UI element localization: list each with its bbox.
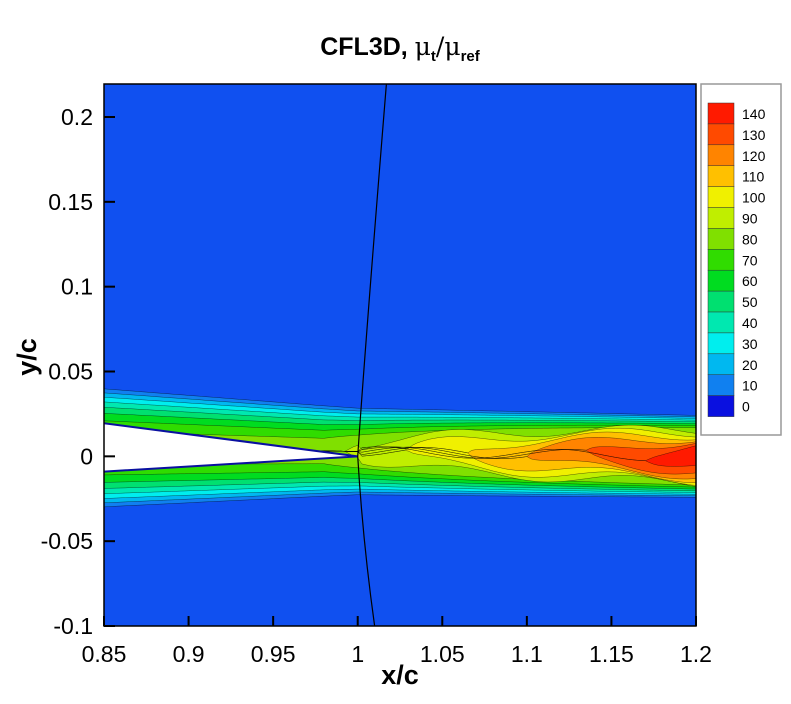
x-tick-label: 1.05	[420, 641, 465, 667]
legend-swatch-90	[707, 207, 735, 229]
x-tick-label: 1.15	[589, 641, 634, 667]
legend-swatch-100	[707, 186, 735, 208]
legend-label-60: 60	[742, 273, 758, 289]
y-tick-label: 0.1	[61, 274, 93, 300]
x-tick-label: 0.95	[251, 641, 296, 667]
y-tick-label: 0	[80, 443, 93, 469]
legend-label-110: 110	[742, 169, 765, 185]
legend-swatch-140	[707, 102, 735, 125]
chart-title: CFL3D, μt/μref	[320, 32, 481, 65]
legend-swatch-130	[707, 123, 735, 146]
y-tick-label: -0.05	[41, 528, 93, 554]
shock-line	[357, 84, 387, 626]
legend-swatch-110	[707, 165, 735, 187]
legend-swatch-10	[707, 374, 735, 396]
plot-frame	[103, 83, 697, 627]
y-tick-label: 0.2	[61, 104, 93, 130]
legend-swatch-120	[707, 144, 735, 167]
legend-swatch-30	[707, 332, 735, 355]
y-axis-label: y/c	[12, 338, 42, 376]
legend-label-130: 130	[742, 127, 766, 143]
x-axis-label: x/c	[381, 660, 419, 690]
y-tick-label: -0.1	[53, 613, 93, 639]
legend-label-30: 30	[742, 336, 758, 352]
legend-label-90: 90	[742, 211, 758, 227]
y-tick-label: 0.05	[48, 359, 93, 385]
x-tick-label: 1	[351, 641, 364, 667]
legend-swatch-80	[707, 228, 735, 250]
legend-label-20: 20	[742, 357, 758, 373]
contour-band-background	[104, 84, 696, 626]
legend-label-80: 80	[742, 231, 758, 247]
legend-label-100: 100	[742, 190, 766, 206]
x-tick-label: 0.9	[173, 641, 205, 667]
legend-swatch-0	[707, 395, 735, 417]
legend-label-50: 50	[742, 294, 758, 310]
legend-label-70: 70	[742, 252, 758, 268]
legend-swatch-40	[707, 311, 735, 334]
legend-swatch-50	[707, 290, 735, 313]
legend-label-140: 140	[742, 106, 766, 122]
x-tick-label: 0.85	[82, 641, 127, 667]
x-tick-label: 1.1	[511, 641, 543, 667]
legend-swatch-20	[707, 353, 735, 376]
legend-label-0: 0	[742, 399, 750, 415]
legend-label-40: 40	[742, 315, 758, 331]
legend-swatch-70	[707, 249, 735, 271]
legend-label-120: 120	[742, 148, 766, 164]
airfoil-wedge	[104, 422, 358, 473]
x-tick-label: 1.2	[680, 641, 712, 667]
legend-label-10: 10	[742, 378, 758, 394]
legend-swatch-60	[707, 269, 735, 292]
axes: 0.85 0.9 0.95 1 1.05 1.1 1.15 1.2 -0.1 -0.05 0 0.05…	[41, 104, 712, 667]
y-tick-label: 0.15	[48, 189, 93, 215]
contour-field	[104, 84, 696, 626]
